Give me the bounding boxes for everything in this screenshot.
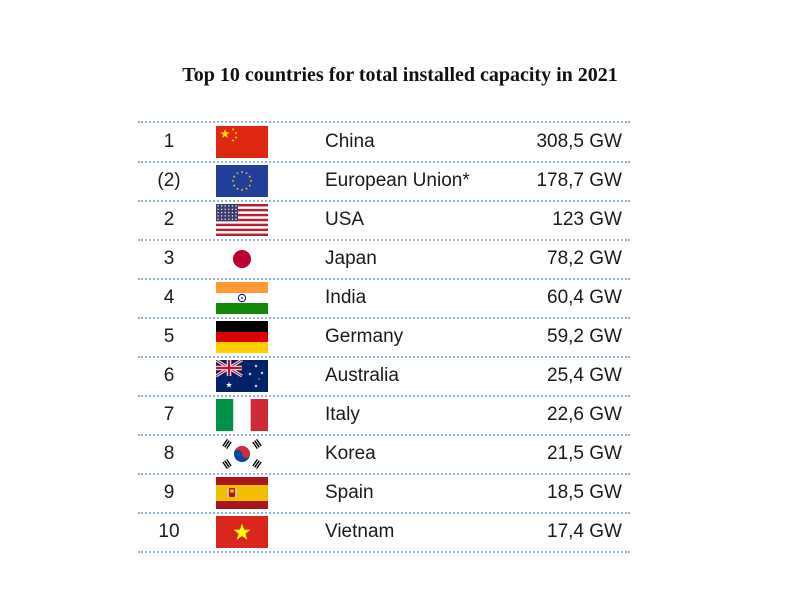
capacity-cell: 17,4 GW (547, 521, 622, 542)
chart-title: Top 10 countries for total installed cap… (182, 64, 618, 86)
table-row: 2 USA 123 GW (138, 200, 630, 239)
vietnam-flag-icon (216, 516, 268, 548)
country-cell: Italy (325, 404, 360, 425)
germany-flag-icon (216, 321, 268, 353)
japan-flag-icon (216, 243, 268, 275)
country-cell: Vietnam (325, 521, 395, 542)
australia-flag-icon (216, 360, 268, 392)
rank-cell: 6 (163, 365, 175, 386)
rank-cell: 3 (163, 248, 175, 269)
capacity-cell: 21,5 GW (547, 443, 622, 464)
country-cell: China (325, 131, 375, 152)
row-separator (138, 473, 630, 475)
rank-cell: 5 (163, 326, 175, 347)
eu-flag-icon (216, 165, 268, 197)
table-row: 4 India 60,4 GW (138, 278, 630, 317)
usa-flag-icon (216, 204, 268, 236)
row-separator (138, 200, 630, 202)
rank-cell: 4 (163, 287, 175, 308)
korea-flag-icon (216, 438, 268, 470)
row-separator (138, 356, 630, 358)
country-cell: India (325, 287, 367, 308)
italy-flag-icon (216, 399, 268, 431)
capacity-cell: 59,2 GW (547, 326, 622, 347)
row-separator (138, 121, 630, 123)
country-cell: Korea (325, 443, 376, 464)
country-cell: Spain (325, 482, 374, 503)
capacity-cell: 308,5 GW (536, 131, 622, 152)
capacity-cell: 18,5 GW (547, 482, 622, 503)
spain-flag-icon (216, 477, 268, 509)
capacity-cell: 123 GW (552, 209, 622, 230)
capacity-cell: 78,2 GW (547, 248, 622, 269)
rank-cell: 8 (163, 443, 175, 464)
capacity-cell: 178,7 GW (536, 170, 622, 191)
country-cell: Japan (325, 248, 377, 269)
table-row: 9 Spain 18,5 GW (138, 473, 630, 512)
rank-cell: 9 (163, 482, 175, 503)
table-row: 8 Korea 21,5 GW (138, 434, 630, 473)
table-row: 10 Vietnam 17,4 GW (138, 512, 630, 551)
row-separator (138, 161, 630, 163)
row-separator (138, 317, 630, 319)
rank-cell: 7 (163, 404, 175, 425)
row-separator (138, 434, 630, 436)
rank-cell: 10 (158, 521, 180, 542)
capacity-cell: 25,4 GW (547, 365, 622, 386)
row-separator (138, 239, 630, 241)
table-row: 3 Japan 78,2 GW (138, 239, 630, 278)
rank-cell: 2 (163, 209, 175, 230)
country-cell: European Union* (325, 170, 470, 191)
table-row: 6 Australia 25,4 GW (138, 356, 630, 395)
row-separator (138, 512, 630, 514)
rank-cell: 1 (163, 131, 175, 152)
table-row: 1 China 308,5 GW (138, 122, 630, 161)
india-flag-icon (216, 282, 268, 314)
capacity-cell: 60,4 GW (547, 287, 622, 308)
rank-cell: (2) (157, 170, 181, 191)
row-separator (138, 551, 630, 553)
table-row: 7 Italy 22,6 GW (138, 395, 630, 434)
capacity-cell: 22,6 GW (547, 404, 622, 425)
table-row: 5 Germany 59,2 GW (138, 317, 630, 356)
china-flag-icon (216, 126, 268, 158)
row-separator (138, 395, 630, 397)
country-cell: USA (325, 209, 365, 230)
row-separator (138, 278, 630, 280)
country-cell: Australia (325, 365, 399, 386)
table-row: (2) European Union* 178,7 GW (138, 161, 630, 200)
country-cell: Germany (325, 326, 404, 347)
